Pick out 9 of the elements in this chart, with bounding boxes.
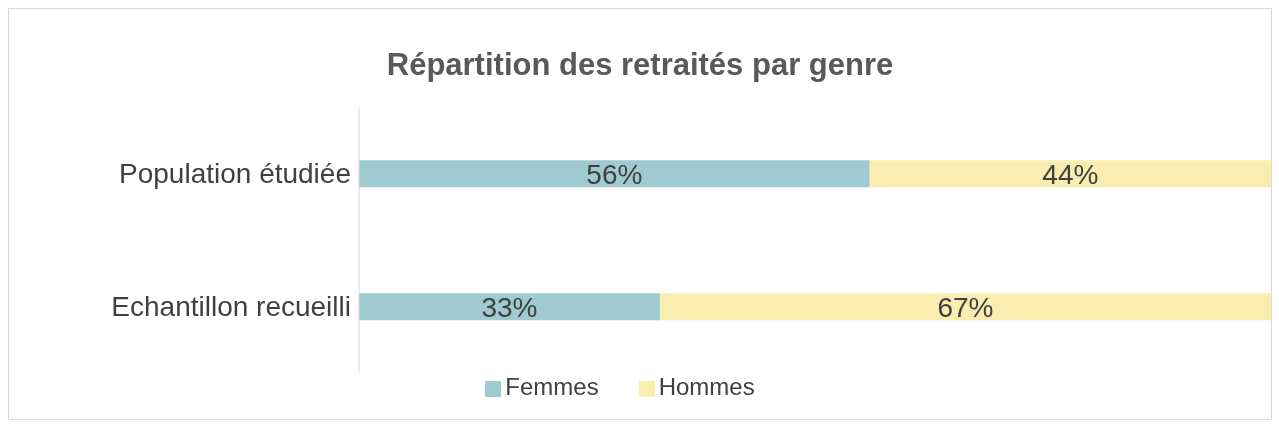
chart-title: Répartition des retraités par genre xyxy=(385,47,895,84)
data-label: 44% xyxy=(1042,158,1099,190)
data-label: 67% xyxy=(937,291,994,323)
data-label: 56% xyxy=(586,158,643,190)
legend-label: Femmes xyxy=(505,373,599,400)
data-label: 33% xyxy=(481,291,538,323)
y-tick-label: Echantillon recueilli xyxy=(111,291,351,323)
y-tick-label: Population étudiée xyxy=(119,158,351,190)
legend-label: Hommes xyxy=(658,373,755,400)
